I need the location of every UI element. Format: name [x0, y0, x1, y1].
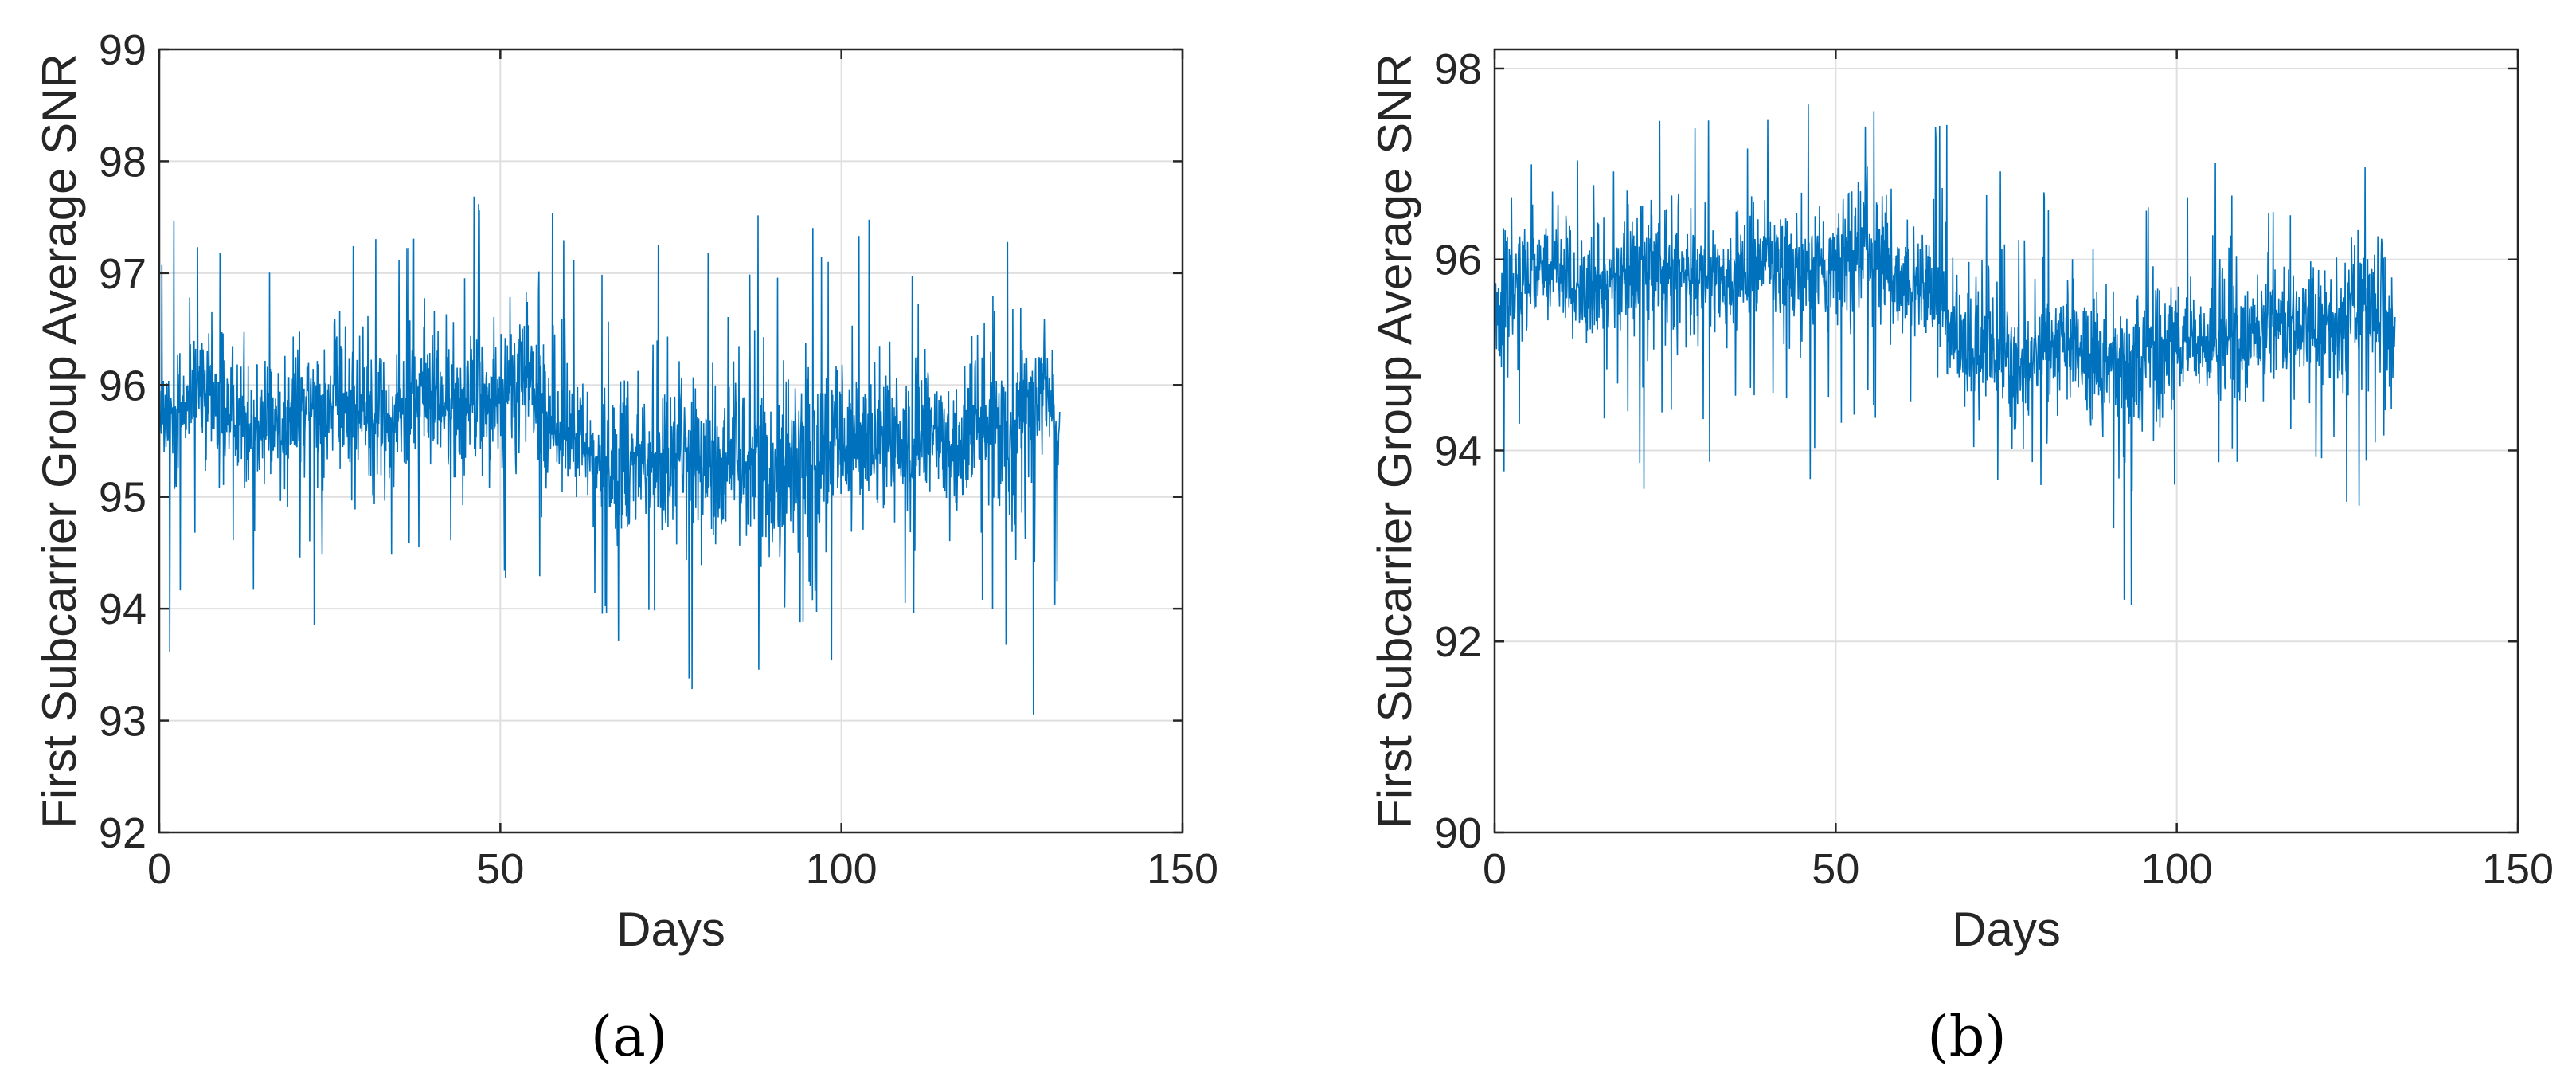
panel-a: 0 50 100 150 92 93 94 95 96 97 98 99 Days First Sub… — [33, 26, 1218, 1069]
y-tick-label: 92 — [1434, 618, 1482, 666]
y-tick-label: 94 — [99, 586, 147, 633]
x-tick-label: 0 — [147, 845, 171, 893]
panel-label-b: (b) — [1927, 1004, 2006, 1069]
x-axis-label-b: Days — [1952, 903, 2061, 956]
x-tick-label: 100 — [806, 845, 878, 893]
x-tick-label: 0 — [1483, 845, 1507, 893]
x-tick-label: 50 — [1812, 845, 1859, 893]
y-tick-label: 98 — [99, 138, 147, 186]
panel-label-a: (a) — [591, 1004, 667, 1069]
series-b — [1494, 104, 2396, 605]
x-tick-label: 150 — [1147, 845, 1218, 893]
y-tick-label: 90 — [1434, 809, 1482, 857]
y-tick-label: 93 — [99, 698, 147, 746]
grid-b — [1495, 49, 2518, 832]
y-tick-label: 92 — [99, 809, 147, 857]
x-tick-label: 50 — [476, 845, 524, 893]
snr-series-line — [158, 196, 1061, 715]
y-tick-label: 96 — [1434, 237, 1482, 284]
y-axis-label-b: First Subcarrier Group Average SNR — [1368, 53, 1421, 829]
x-axis-label-a: Days — [616, 903, 725, 956]
x-tick-label: 100 — [2141, 845, 2213, 893]
x-tick-label: 150 — [2482, 845, 2554, 893]
y-tick-label: 95 — [99, 474, 147, 522]
snr-series-line — [1494, 104, 2396, 605]
y-axis-label-a: First Subcarrier Group Average SNR — [33, 53, 86, 829]
axes-box-b — [1493, 48, 2519, 834]
ticks-b: 0 50 100 150 90 92 94 96 98 — [1434, 45, 2554, 893]
axes-box-a — [158, 48, 1184, 834]
ticks-a: 0 50 100 150 92 93 94 95 96 97 98 99 — [99, 26, 1218, 893]
y-tick-label: 97 — [99, 250, 147, 298]
y-tick-label: 99 — [99, 26, 147, 74]
panel-b: 0 50 100 150 90 92 94 96 98 Days First Subcarrie… — [1368, 45, 2554, 1069]
series-a — [158, 196, 1061, 715]
y-tick-label: 94 — [1434, 427, 1482, 475]
y-tick-label: 96 — [99, 362, 147, 409]
y-tick-label: 98 — [1434, 45, 1482, 93]
